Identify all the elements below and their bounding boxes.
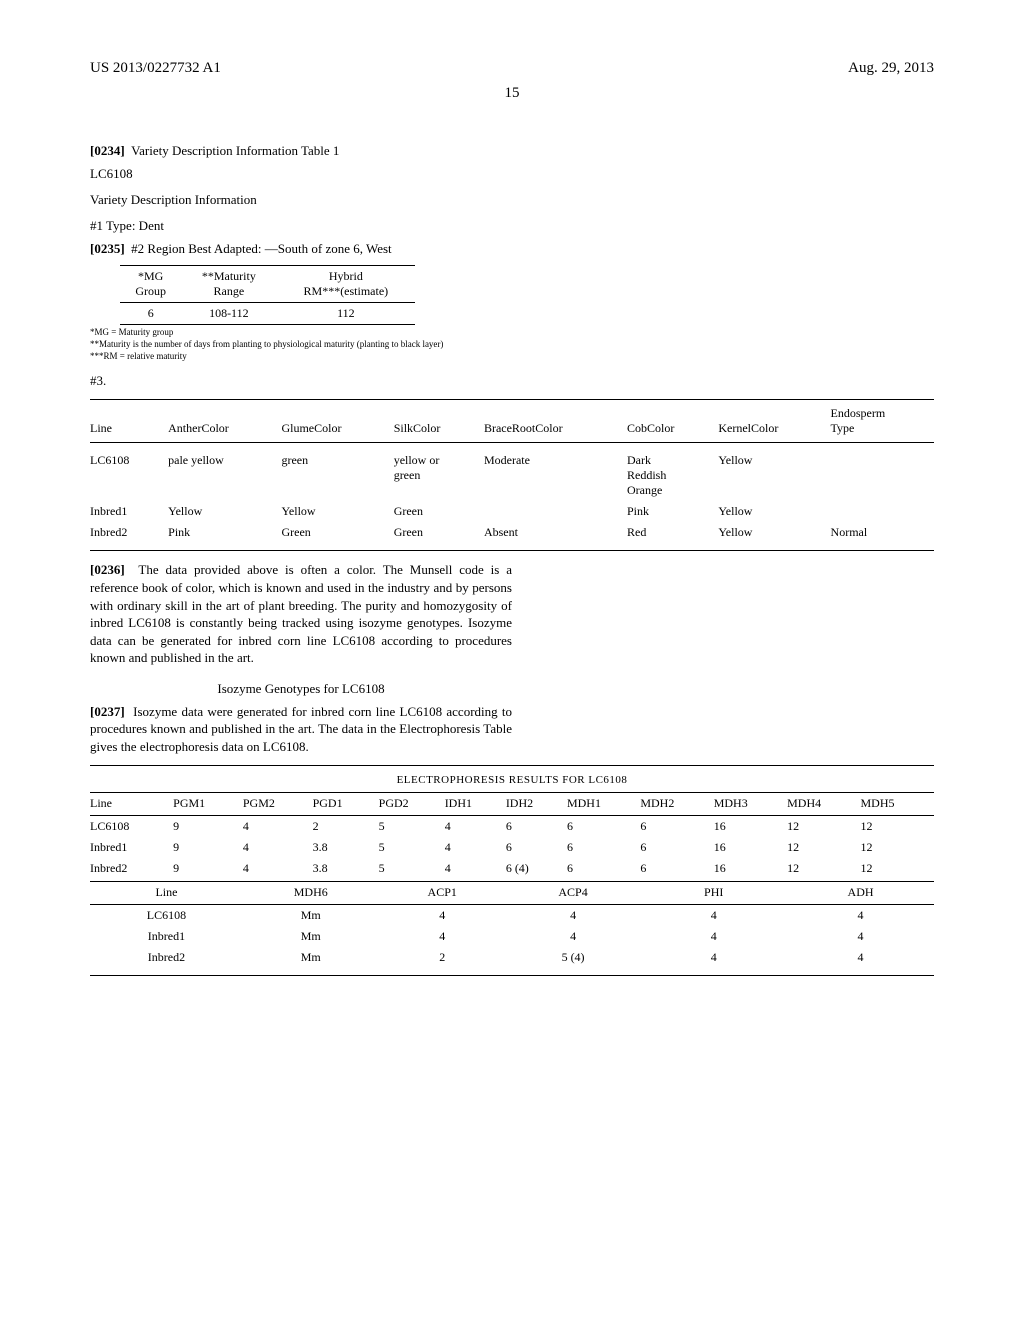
table-row: Inbred1943.854666161212	[90, 837, 934, 858]
table-row: LC610894254666161212	[90, 816, 934, 838]
para-text-0236: The data provided above is often a color…	[90, 562, 512, 665]
table-row: LC6108 Mm 4 4 4 4	[90, 905, 934, 927]
table-row: Inbred2943.8546 (4)66161212	[90, 858, 934, 882]
section-3-label: #3.	[90, 373, 512, 389]
electro-table-section: ELECTROPHORESIS RESULTS FOR LC6108 Line …	[90, 765, 934, 976]
para-text-0234: Variety Description Information Table 1	[131, 143, 339, 158]
vdi-label: Variety Description Information	[90, 192, 512, 208]
col-anther: AntherColor	[168, 400, 281, 443]
para-num-0237: [0237]	[90, 704, 125, 719]
table-row: Inbred2 Mm 2 5 (4) 4 4	[90, 947, 934, 976]
para-text-0237: Isozyme data were generated for inbred c…	[90, 704, 512, 754]
isozyme-heading: Isozyme Genotypes for LC6108	[90, 681, 512, 697]
type-line: #1 Type: Dent	[90, 218, 512, 234]
page-header: US 2013/0227732 A1 Aug. 29, 2013	[90, 60, 934, 77]
electrophoresis-table: ELECTROPHORESIS RESULTS FOR LC6108 Line …	[90, 765, 934, 976]
left-column-2: [0236] The data provided above is often …	[90, 561, 512, 755]
col-line: Line	[90, 400, 168, 443]
left-column: [0234] Variety Description Information T…	[90, 142, 512, 389]
col-glume: GlumeColor	[281, 400, 393, 443]
table-row: Inbred2 Pink Green Green Absent Red Yell…	[90, 522, 934, 551]
hybrid-header: HybridRM***(estimate)	[276, 266, 415, 303]
color-table: Line AntherColor GlumeColor SilkColor Br…	[90, 399, 934, 551]
footnote-1: *MG = Maturity group	[90, 327, 512, 338]
color-table-section: Line AntherColor GlumeColor SilkColor Br…	[90, 399, 934, 551]
mg-header: *MGGroup	[120, 266, 181, 303]
para-num-0234: [0234]	[90, 143, 125, 158]
paragraph-0237: [0237] Isozyme data were generated for i…	[90, 703, 512, 756]
table-row: 6 108-112 112	[120, 303, 415, 325]
paragraph-0236: [0236] The data provided above is often …	[90, 561, 512, 666]
maturity-header: **MaturityRange	[181, 266, 276, 303]
footnote-3: ***RM = relative maturity	[90, 351, 512, 362]
publication-date: Aug. 29, 2013	[848, 60, 934, 77]
hybrid-value: 112	[276, 303, 415, 325]
paragraph-0235: [0235] #2 Region Best Adapted: —South of…	[90, 240, 512, 258]
col-kernel: KernelColor	[718, 400, 830, 443]
footnote-2: **Maturity is the number of days from pl…	[90, 339, 512, 350]
maturity-table: *MGGroup **MaturityRange HybridRM***(est…	[120, 265, 415, 325]
para-num-0236: [0236]	[90, 562, 125, 577]
col-endosperm: EndospermType	[831, 400, 934, 443]
mg-value: 6	[120, 303, 181, 325]
col-silk: SilkColor	[394, 400, 484, 443]
para-text-0235: #2 Region Best Adapted: —South of zone 6…	[131, 241, 392, 256]
maturity-value: 108-112	[181, 303, 276, 325]
para-num-0235: [0235]	[90, 241, 125, 256]
page-number: 15	[90, 85, 934, 102]
col-cob: CobColor	[627, 400, 718, 443]
variety-code: LC6108	[90, 166, 512, 182]
page: US 2013/0227732 A1 Aug. 29, 2013 15 [023…	[0, 0, 1024, 1320]
publication-number: US 2013/0227732 A1	[90, 60, 221, 77]
col-braceroot: BraceRootColor	[484, 400, 627, 443]
table-row: Inbred1 Yellow Yellow Green Pink Yellow	[90, 501, 934, 522]
table-row: LC6108 pale yellow green yellow orgreen …	[90, 443, 934, 502]
paragraph-0234: [0234] Variety Description Information T…	[90, 142, 512, 160]
electro-caption: ELECTROPHORESIS RESULTS FOR LC6108	[90, 765, 934, 792]
table-row: Inbred1 Mm 4 4 4 4	[90, 926, 934, 947]
